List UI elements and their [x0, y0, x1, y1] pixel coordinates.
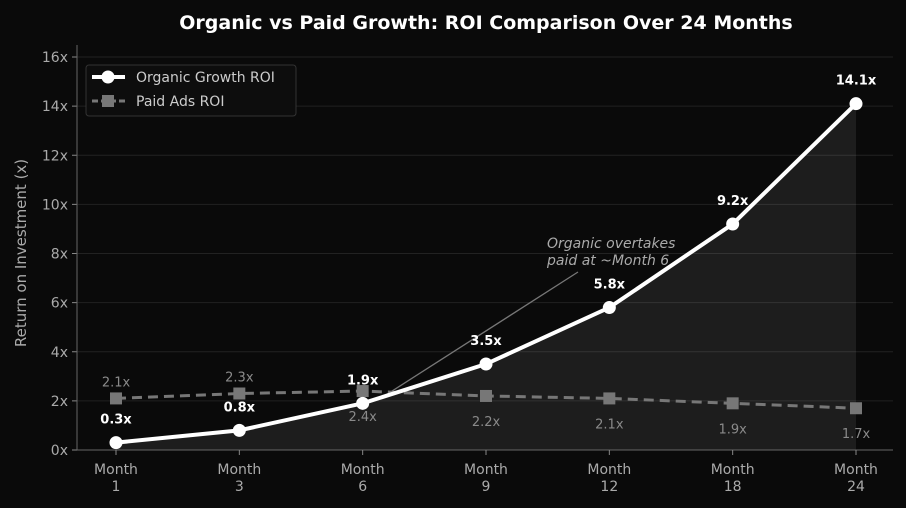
y-tick-label: 10x: [42, 197, 68, 213]
organic-point: [849, 97, 863, 111]
paid-data-label: 1.9x: [718, 422, 747, 437]
organic-point: [356, 396, 370, 410]
paid-point: [850, 402, 862, 415]
organic-data-label: 9.2x: [717, 194, 749, 209]
paid-point: [603, 392, 616, 405]
organic-data-label: 5.8x: [594, 278, 626, 293]
y-tick-label: 4x: [51, 345, 68, 361]
x-tick-label: Month 1: [94, 462, 138, 495]
x-tick-label: Month 12: [587, 462, 631, 495]
paid-point: [726, 397, 739, 410]
organic-data-label: 0.3x: [100, 413, 132, 428]
y-tick-label: 16x: [42, 50, 68, 66]
circle-marker-icon: [101, 70, 115, 84]
x-tick-label: Month 3: [217, 462, 261, 495]
annotation-arrow: [380, 271, 579, 399]
organic-data-label: 14.1x: [836, 74, 877, 89]
paid-data-label: 2.3x: [225, 371, 254, 386]
paid-data-label: 2.2x: [472, 415, 501, 430]
paid-point: [356, 385, 369, 398]
legend-box: [85, 64, 297, 117]
y-tick-label: 14x: [42, 99, 68, 115]
organic-point: [602, 301, 616, 315]
paid-data-label: 1.7x: [842, 427, 871, 442]
y-tick-label: 12x: [42, 148, 68, 164]
legend-label: Organic Growth ROI: [136, 70, 275, 86]
x-tick-label: Month 24: [834, 462, 878, 495]
paid-point: [233, 387, 246, 400]
square-marker-icon: [102, 95, 114, 107]
chart-title: Organic vs Paid Growth: ROI Comparison O…: [179, 12, 792, 34]
paid-data-label: 2.1x: [595, 417, 624, 432]
x-tick-label: Month 9: [464, 462, 508, 495]
annotation-text: Organic overtakes paid at ~Month 6: [546, 236, 675, 269]
paid-data-label: 2.1x: [102, 375, 131, 390]
y-tick-label: 6x: [51, 296, 68, 312]
y-axis-label: Return on Investment (x): [12, 159, 30, 347]
paid-point: [480, 389, 492, 402]
paid-data-label: 2.4x: [348, 410, 377, 425]
legend: Organic Growth ROI Paid Ads ROI: [85, 64, 297, 117]
organic-data-label: 0.8x: [224, 400, 256, 415]
organic-point: [479, 357, 493, 371]
organic-data-label: 1.9x: [347, 373, 379, 388]
x-tick-label: Month 18: [711, 462, 755, 495]
y-tick-label: 8x: [51, 247, 68, 263]
organic-point: [109, 436, 123, 450]
organic-area-fill: [116, 103, 856, 450]
paid-point: [110, 392, 122, 405]
y-tick-label: 0x: [51, 443, 68, 459]
y-tick-label: 2x: [51, 394, 68, 410]
organic-point: [726, 217, 740, 231]
legend-label: Paid Ads ROI: [136, 94, 224, 110]
x-tick-label: Month 6: [341, 462, 385, 495]
organic-point: [232, 423, 246, 437]
organic-data-label: 3.5x: [470, 334, 502, 349]
